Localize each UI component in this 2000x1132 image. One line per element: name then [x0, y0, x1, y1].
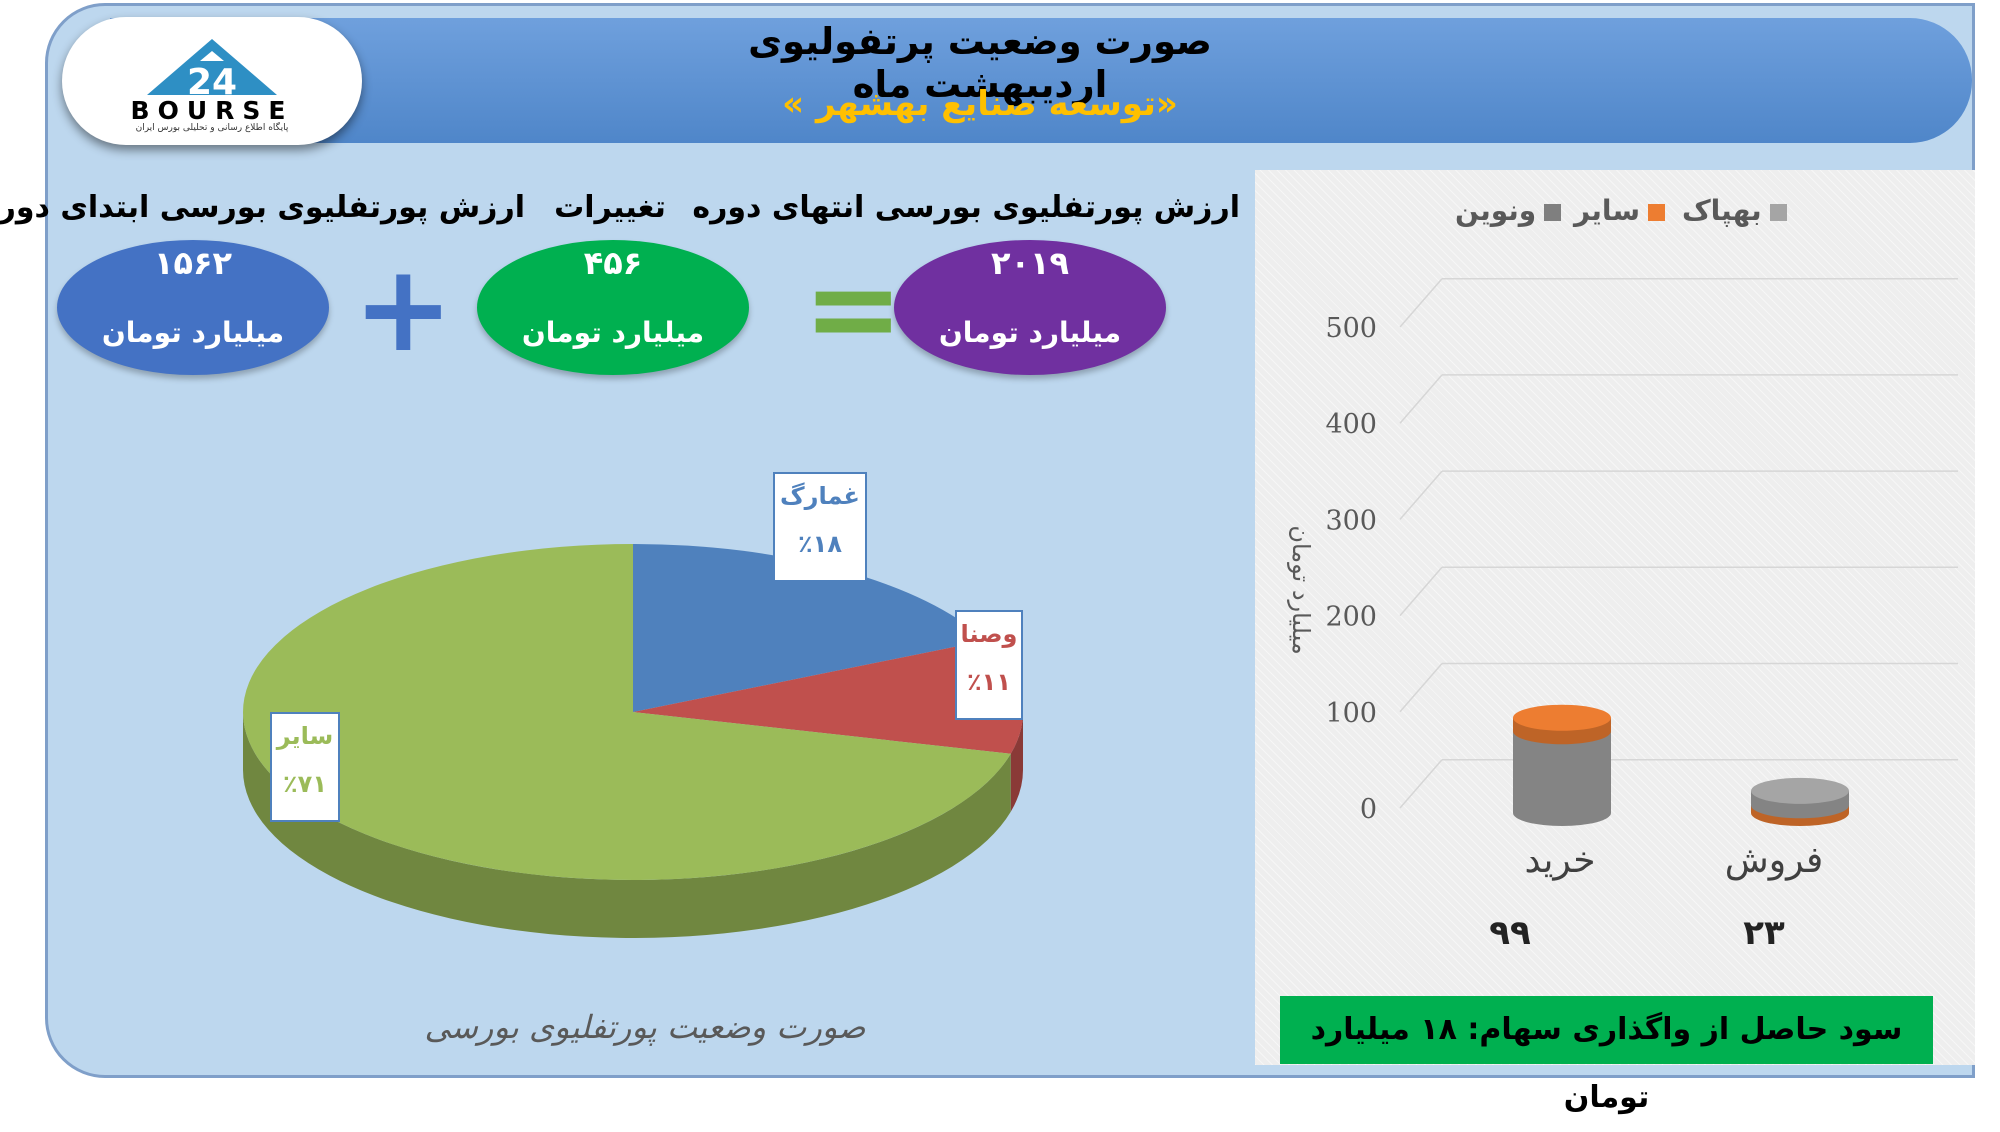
change-label: تغییرات	[554, 190, 666, 225]
bar-segment-بهپاک	[1513, 731, 1611, 826]
end-value: ۲۰۱۹	[990, 244, 1070, 282]
y-tick-label: 0	[1360, 794, 1377, 825]
end-unit: میلیارد تومان	[938, 316, 1122, 349]
pie-label-name: سایر	[276, 722, 334, 750]
bar-top-سایر	[1513, 704, 1611, 731]
gridline-diag	[1399, 663, 1443, 713]
legend-swatch-icon	[1647, 203, 1665, 221]
bar-chart: 0 100 200 300 400 500 میلیارد تومان	[1287, 277, 1958, 826]
change-unit: میلیارد تومان	[521, 316, 705, 349]
change-value: ۴۵۶	[583, 244, 643, 282]
pie-label-ghmarg: غمارگ ٪۱۸	[773, 472, 867, 582]
legend-swatch-icon	[1769, 203, 1787, 221]
pie-slice-غمارگ	[633, 544, 986, 712]
legend-sayer: سایر	[1574, 194, 1665, 227]
pie-chart-title: صورت وضعیت پورتفلیوی بورسی	[424, 1008, 866, 1046]
y-tick-label: 300	[1325, 505, 1377, 536]
bar-category-forush: فروش	[1724, 840, 1824, 881]
pie-label-name: غمارگ	[780, 482, 860, 510]
pie-label-vsana: وصنا ٪۱۱	[955, 610, 1023, 720]
page-subtitle: «توسعه صنایع بهشهر »	[782, 84, 1178, 124]
y-tick-label: 400	[1325, 409, 1377, 440]
profit-banner: سود حاصل از واگذاری سهام: ۱۸ میلیارد توم…	[1280, 996, 1933, 1115]
bourse-logo: 24 BOURSE پایگاه اطلاع رسانی و تحلیلی بو…	[62, 17, 362, 145]
pie-slice-سایر	[243, 544, 1011, 881]
pie-side-سایر	[243, 712, 1011, 939]
legend-swatch-icon	[1544, 203, 1562, 221]
start-value-ellipse: ۱۵۶۲ میلیارد تومان	[57, 240, 329, 375]
pie-label-percent: ٪۱۱	[967, 668, 1011, 696]
pie-label-sayer: سایر ٪۷۱	[270, 712, 340, 822]
bar-category-kharid: خرید	[1524, 840, 1596, 881]
change-value-ellipse: ۴۵۶ میلیارد تومان	[477, 240, 749, 375]
pie-side-وصنا	[1010, 712, 1023, 812]
legend-label: بهپاک	[1682, 194, 1762, 227]
bar-top-بهپاک	[1751, 777, 1849, 804]
pie-label-percent: ٪۷۱	[283, 770, 327, 798]
y-tick-label: 500	[1325, 313, 1377, 344]
logo-subtitle: پایگاه اطلاع رسانی و تحلیلی بورس ایران	[135, 123, 289, 133]
gridline-diag	[1399, 374, 1443, 424]
y-tick-label: 200	[1325, 602, 1377, 633]
legend-behpak: بهپاک	[1682, 194, 1787, 227]
equals-sign: =	[803, 240, 904, 379]
gridline-diag	[1399, 470, 1443, 520]
pie-slice-وصنا	[633, 640, 1023, 754]
page-title: صورت وضعیت پرتفولیوی اردیبهشت ماه	[748, 20, 1212, 106]
logo-mountain-icon: 24	[147, 39, 277, 97]
gridline-diag	[1399, 278, 1443, 328]
gridline-diag	[1399, 566, 1443, 617]
start-value-label: ارزش پورتفلیوی بورسی ابتدای دوره	[0, 190, 525, 225]
pie-label-name: وصنا	[960, 620, 1018, 648]
start-unit: میلیارد تومان	[101, 316, 285, 349]
y-tick-label: 100	[1325, 698, 1377, 729]
legend-label: سایر	[1574, 194, 1640, 227]
legend-label: ونوین	[1455, 194, 1537, 227]
header-banner	[110, 18, 1972, 143]
end-value-label: ارزش پورتفلیوی بورسی انتهای دوره	[692, 190, 1240, 225]
end-value-ellipse: ۲۰۱۹ میلیارد تومان	[894, 240, 1166, 375]
bar-chart-panel	[1255, 170, 1975, 1065]
bar-total-forush: ۲۳	[1743, 913, 1785, 953]
svg-text:24: 24	[187, 62, 237, 97]
gridline-diag	[1399, 759, 1443, 809]
legend-vnovin: ونوین	[1455, 194, 1562, 227]
y-axis-label: میلیارد تومان	[1287, 525, 1315, 654]
pie-label-percent: ٪۱۸	[798, 530, 842, 558]
logo-text: BOURSE	[130, 96, 294, 125]
plus-sign: +	[353, 240, 454, 379]
start-value: ۱۵۶۲	[153, 244, 233, 282]
bar-total-kharid: ۹۹	[1489, 913, 1531, 953]
pie-chart	[243, 544, 1023, 939]
